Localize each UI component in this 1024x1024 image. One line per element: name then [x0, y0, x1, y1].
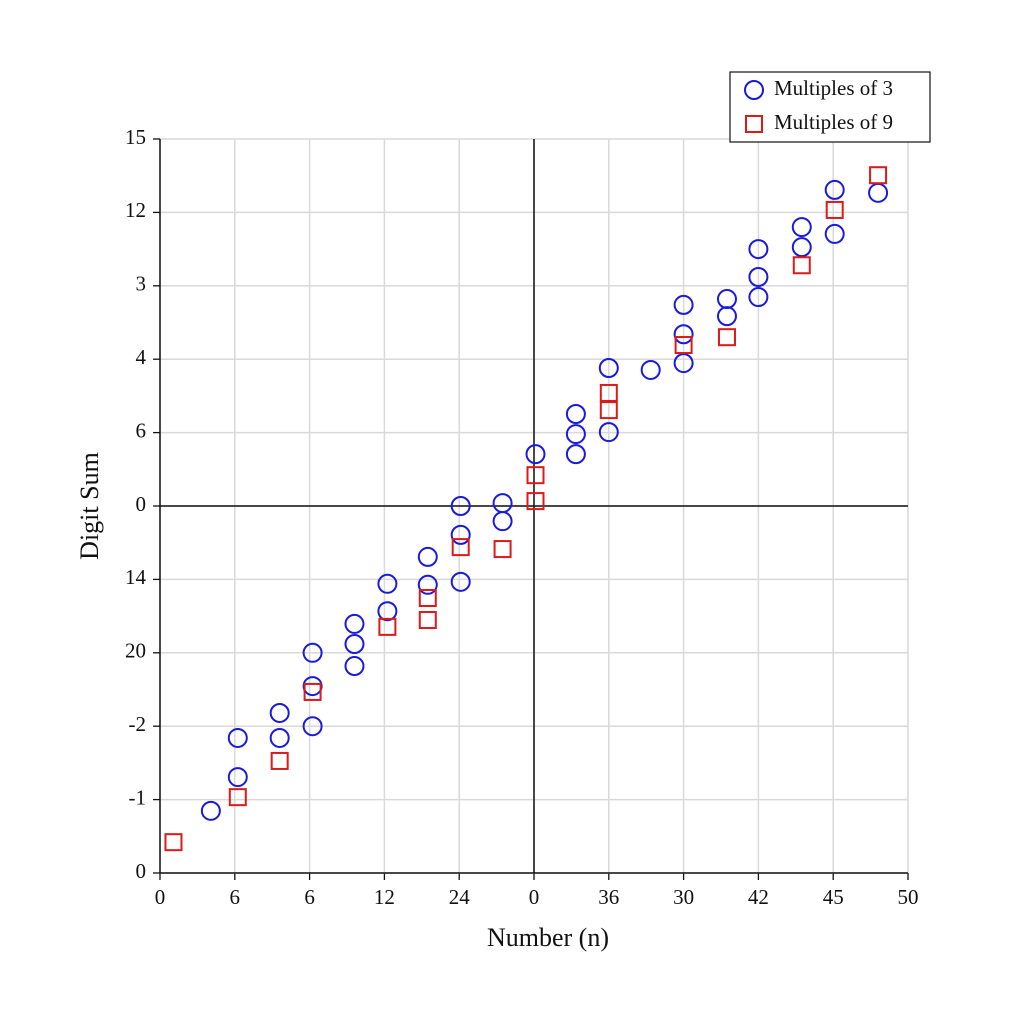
- marker: [417, 546, 438, 567]
- marker: [748, 266, 769, 287]
- y-tick-label: 14: [125, 565, 147, 589]
- x-tick-label: 12: [374, 885, 395, 909]
- marker: [716, 289, 737, 310]
- marker: [418, 588, 437, 607]
- marker: [674, 336, 693, 355]
- y-tick-label: -1: [129, 785, 147, 809]
- marker: [598, 422, 619, 443]
- y-tick-label: 6: [136, 418, 147, 442]
- marker: [748, 239, 769, 260]
- marker: [526, 492, 545, 511]
- marker: [673, 294, 694, 315]
- marker: [565, 404, 586, 425]
- marker: [344, 656, 365, 677]
- marker: [302, 716, 323, 737]
- marker: [378, 617, 397, 636]
- x-tick-label: 0: [529, 885, 540, 909]
- x-tick-label: 6: [230, 885, 241, 909]
- marker: [792, 256, 811, 275]
- marker: [565, 444, 586, 465]
- x-tick-label: 42: [748, 885, 769, 909]
- marker: [673, 353, 694, 374]
- marker: [869, 166, 888, 185]
- marker: [228, 788, 247, 807]
- marker: [302, 676, 323, 697]
- marker: [200, 800, 221, 821]
- marker: [377, 573, 398, 594]
- marker: [745, 115, 763, 133]
- y-tick-label: 3: [136, 272, 147, 296]
- marker: [748, 287, 769, 308]
- marker: [450, 571, 471, 592]
- marker: [565, 424, 586, 445]
- marker: [418, 611, 437, 630]
- y-tick-label: 15: [125, 125, 146, 149]
- marker: [377, 601, 398, 622]
- marker: [227, 727, 248, 748]
- x-tick-label: 30: [673, 885, 694, 909]
- x-axis-label: Number (n): [487, 923, 609, 952]
- x-tick-label: 36: [598, 885, 619, 909]
- marker: [825, 200, 844, 219]
- x-tick-label: 50: [898, 885, 919, 909]
- y-axis-label: Digit Sum: [75, 452, 104, 560]
- marker: [344, 613, 365, 634]
- marker: [451, 538, 470, 557]
- x-tick-label: 6: [304, 885, 315, 909]
- marker: [492, 493, 513, 514]
- marker: [791, 237, 812, 258]
- marker: [269, 702, 290, 723]
- marker: [164, 833, 183, 852]
- marker: [525, 444, 546, 465]
- marker: [303, 682, 322, 701]
- marker: [673, 324, 694, 345]
- marker: [868, 182, 889, 203]
- legend-label: Multiples of 9: [774, 110, 893, 134]
- marker: [344, 633, 365, 654]
- marker: [450, 496, 471, 516]
- marker: [824, 223, 845, 244]
- marker: [526, 466, 545, 485]
- x-tick-label: 0: [155, 885, 166, 909]
- legend-box: [729, 71, 931, 143]
- x-tick-label: 45: [823, 885, 844, 909]
- marker: [716, 306, 737, 327]
- y-tick-label: 12: [125, 198, 146, 222]
- marker: [744, 80, 764, 100]
- marker: [270, 751, 289, 770]
- marker: [599, 383, 618, 402]
- marker: [450, 524, 471, 545]
- y-tick-label: 4: [136, 345, 147, 369]
- marker: [640, 359, 661, 380]
- marker: [227, 767, 248, 788]
- marker: [417, 574, 438, 595]
- marker: [302, 642, 323, 663]
- y-tick-label: 0: [136, 492, 147, 516]
- marker: [269, 727, 290, 748]
- x-tick-label: 24: [449, 885, 471, 909]
- marker: [599, 401, 618, 420]
- y-tick-label: 0: [136, 859, 147, 883]
- legend-label: Multiples of 3: [774, 76, 893, 100]
- marker: [492, 511, 513, 532]
- marker: [717, 328, 736, 347]
- marker: [824, 179, 845, 200]
- marker: [598, 358, 619, 379]
- y-tick-label: 20: [125, 639, 146, 663]
- marker: [791, 217, 812, 238]
- marker: [493, 540, 512, 559]
- y-tick-label: -2: [129, 712, 147, 736]
